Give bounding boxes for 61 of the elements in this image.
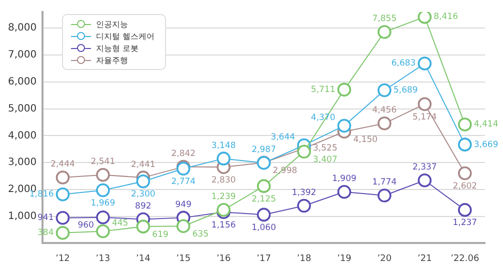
- data-label: 2,830: [211, 175, 236, 186]
- data-label: 2,125: [252, 194, 276, 204]
- x-tick-label: ’20: [377, 254, 392, 264]
- data-label: 2,602: [452, 181, 478, 192]
- data-label: 2,541: [90, 157, 116, 168]
- data-label: 1,909: [332, 174, 356, 184]
- legend-label: 자율주행: [96, 54, 128, 66]
- data-label: 5,711: [310, 84, 336, 95]
- data-label: 3,407: [313, 154, 338, 165]
- x-tick-label: ’16: [216, 254, 232, 264]
- legend-label: 인공지능: [96, 18, 128, 30]
- data-label: 4,414: [474, 120, 498, 130]
- data-label: 3,525: [313, 144, 338, 154]
- data-label: 2,441: [130, 160, 156, 170]
- data-label: 2,300: [130, 190, 156, 200]
- data-label: 4,150: [353, 134, 378, 145]
- data-label: 2,774: [171, 176, 196, 187]
- data-label: 4,456: [372, 106, 397, 116]
- data-label: 3,669: [474, 140, 498, 150]
- data-label: 2,842: [171, 149, 196, 159]
- data-label: 892: [135, 201, 152, 212]
- data-label: 949: [175, 200, 192, 210]
- data-label: 2,444: [50, 160, 75, 170]
- data-label: 1,060: [252, 222, 276, 233]
- data-label: 5,689: [393, 85, 418, 96]
- y-tick-label: 1,000: [8, 210, 37, 222]
- y-tick-label: 7,000: [8, 50, 37, 61]
- y-tick-label: 4,000: [8, 130, 37, 142]
- data-label: 1,392: [292, 188, 316, 198]
- data-label: 941: [38, 213, 54, 224]
- data-label: 8,416: [434, 12, 458, 22]
- data-label: 1,774: [372, 178, 397, 188]
- data-label: 3,148: [211, 140, 236, 151]
- x-tick-label: ’13: [96, 254, 110, 264]
- legend-label: 지능형 로봇: [96, 42, 139, 54]
- data-label: 619: [152, 230, 168, 240]
- data-label: 1,156: [211, 220, 236, 230]
- x-tick-label: ’21: [418, 254, 432, 264]
- data-label: 2,337: [412, 162, 437, 173]
- legend-label: 디지털 헬스케어: [96, 30, 155, 42]
- y-tick-label: 3,000: [8, 157, 37, 168]
- data-label: 7,855: [372, 14, 397, 24]
- y-tick-label: 8,000: [8, 22, 37, 34]
- x-tick-label: ’15: [176, 254, 191, 264]
- data-label: 635: [192, 229, 209, 240]
- data-label: 960: [78, 220, 94, 231]
- x-tick-label: ’14: [136, 254, 151, 264]
- y-tick-label: 6,000: [8, 76, 37, 88]
- x-tick-label: ’19: [337, 254, 352, 264]
- data-label: 3,644: [270, 132, 296, 142]
- data-label: 1,969: [90, 198, 116, 208]
- data-label: 1,239: [211, 192, 236, 202]
- x-tick-label: ’17: [256, 254, 271, 264]
- x-tick-label: ’18: [296, 254, 312, 264]
- data-label: 2,987: [252, 145, 276, 156]
- x-tick-label: ’12: [56, 254, 70, 264]
- data-label: 6,683: [391, 58, 416, 69]
- data-label: 1,237: [452, 218, 478, 228]
- y-tick-label: 5,000: [8, 103, 37, 114]
- x-tick-label: ’22.06: [450, 254, 480, 264]
- data-label: 445: [112, 218, 128, 228]
